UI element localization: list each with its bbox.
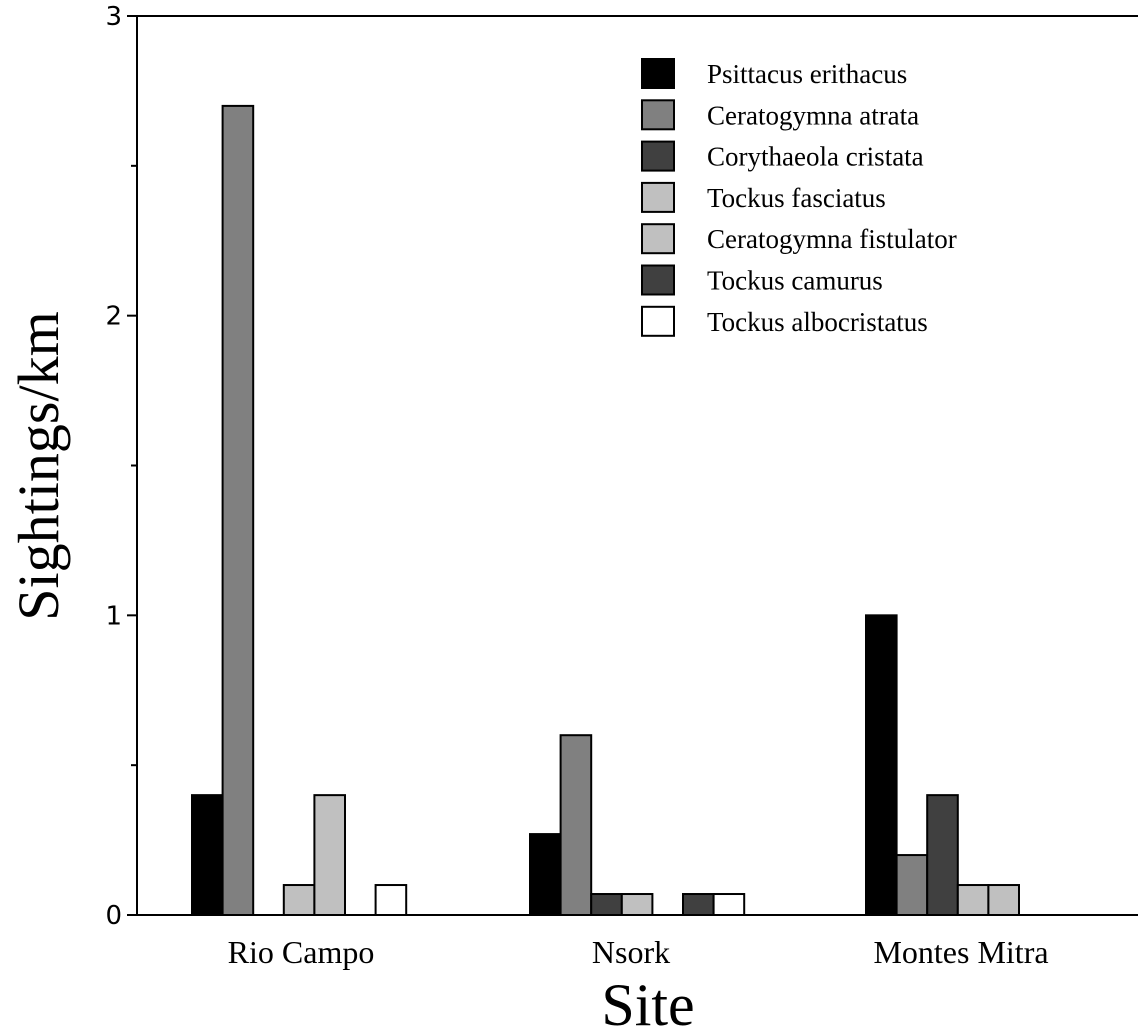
bar xyxy=(956,884,990,916)
bar xyxy=(221,104,255,916)
y-tick-label: 0 xyxy=(105,901,122,931)
legend-label: Psittacus erithacus xyxy=(707,59,907,89)
legend-item: Ceratogymna fistulator xyxy=(641,223,957,255)
y-tick-label: 1 xyxy=(105,601,122,631)
legend-swatch xyxy=(641,58,675,89)
legend-item: Ceratogymna atrata xyxy=(641,99,919,131)
legend-swatch xyxy=(641,305,675,337)
legend-item: Tockus camurus xyxy=(641,264,883,296)
x-tick-label: Rio Campo xyxy=(228,934,375,970)
bar xyxy=(865,614,898,916)
bars xyxy=(191,104,1021,917)
y-axis-title: Sightings/km xyxy=(6,311,71,620)
y-ticks: 0 1 2 3 xyxy=(105,2,137,931)
y-tick-label: 2 xyxy=(105,302,122,332)
legend-swatch xyxy=(641,223,675,255)
bar xyxy=(191,794,224,917)
y-tick-label: 3 xyxy=(105,2,122,32)
legend-label: Tockus albocristatus xyxy=(707,307,928,337)
bar xyxy=(374,884,408,916)
legend-swatch xyxy=(641,140,675,172)
bar xyxy=(712,893,746,916)
x-tick-label: Nsork xyxy=(592,934,670,970)
legend-label: Tockus fasciatus xyxy=(707,183,886,213)
legend-label: Ceratogymna fistulator xyxy=(707,224,957,254)
legend-swatch xyxy=(641,264,675,296)
legend: Psittacus erithacus Ceratogymna atrata Cor… xyxy=(641,58,957,337)
bar xyxy=(313,794,346,917)
legend-item: Tockus fasciatus xyxy=(641,181,886,213)
legend-item: Psittacus erithacus xyxy=(641,58,907,89)
axes xyxy=(136,15,1138,916)
bar xyxy=(987,884,1021,916)
x-axis-title: Site xyxy=(601,972,694,1032)
legend-swatch xyxy=(641,99,675,131)
legend-swatch xyxy=(641,181,675,213)
bar xyxy=(926,794,959,917)
legend-label: Tockus camurus xyxy=(707,266,883,296)
bar xyxy=(620,893,654,916)
bar xyxy=(282,884,316,916)
bar xyxy=(590,893,623,916)
bar xyxy=(529,833,562,917)
x-tick-label: Montes Mitra xyxy=(873,934,1048,970)
legend-label: Corythaeola cristata xyxy=(707,142,924,172)
bar xyxy=(559,734,593,917)
bar xyxy=(895,854,929,916)
x-tick-labels: Rio Campo Nsork Montes Mitra xyxy=(228,934,1049,970)
bar xyxy=(682,893,715,916)
legend-item: Corythaeola cristata xyxy=(641,140,924,172)
legend-item: Tockus albocristatus xyxy=(641,305,928,337)
legend-label: Ceratogymna atrata xyxy=(707,100,919,130)
